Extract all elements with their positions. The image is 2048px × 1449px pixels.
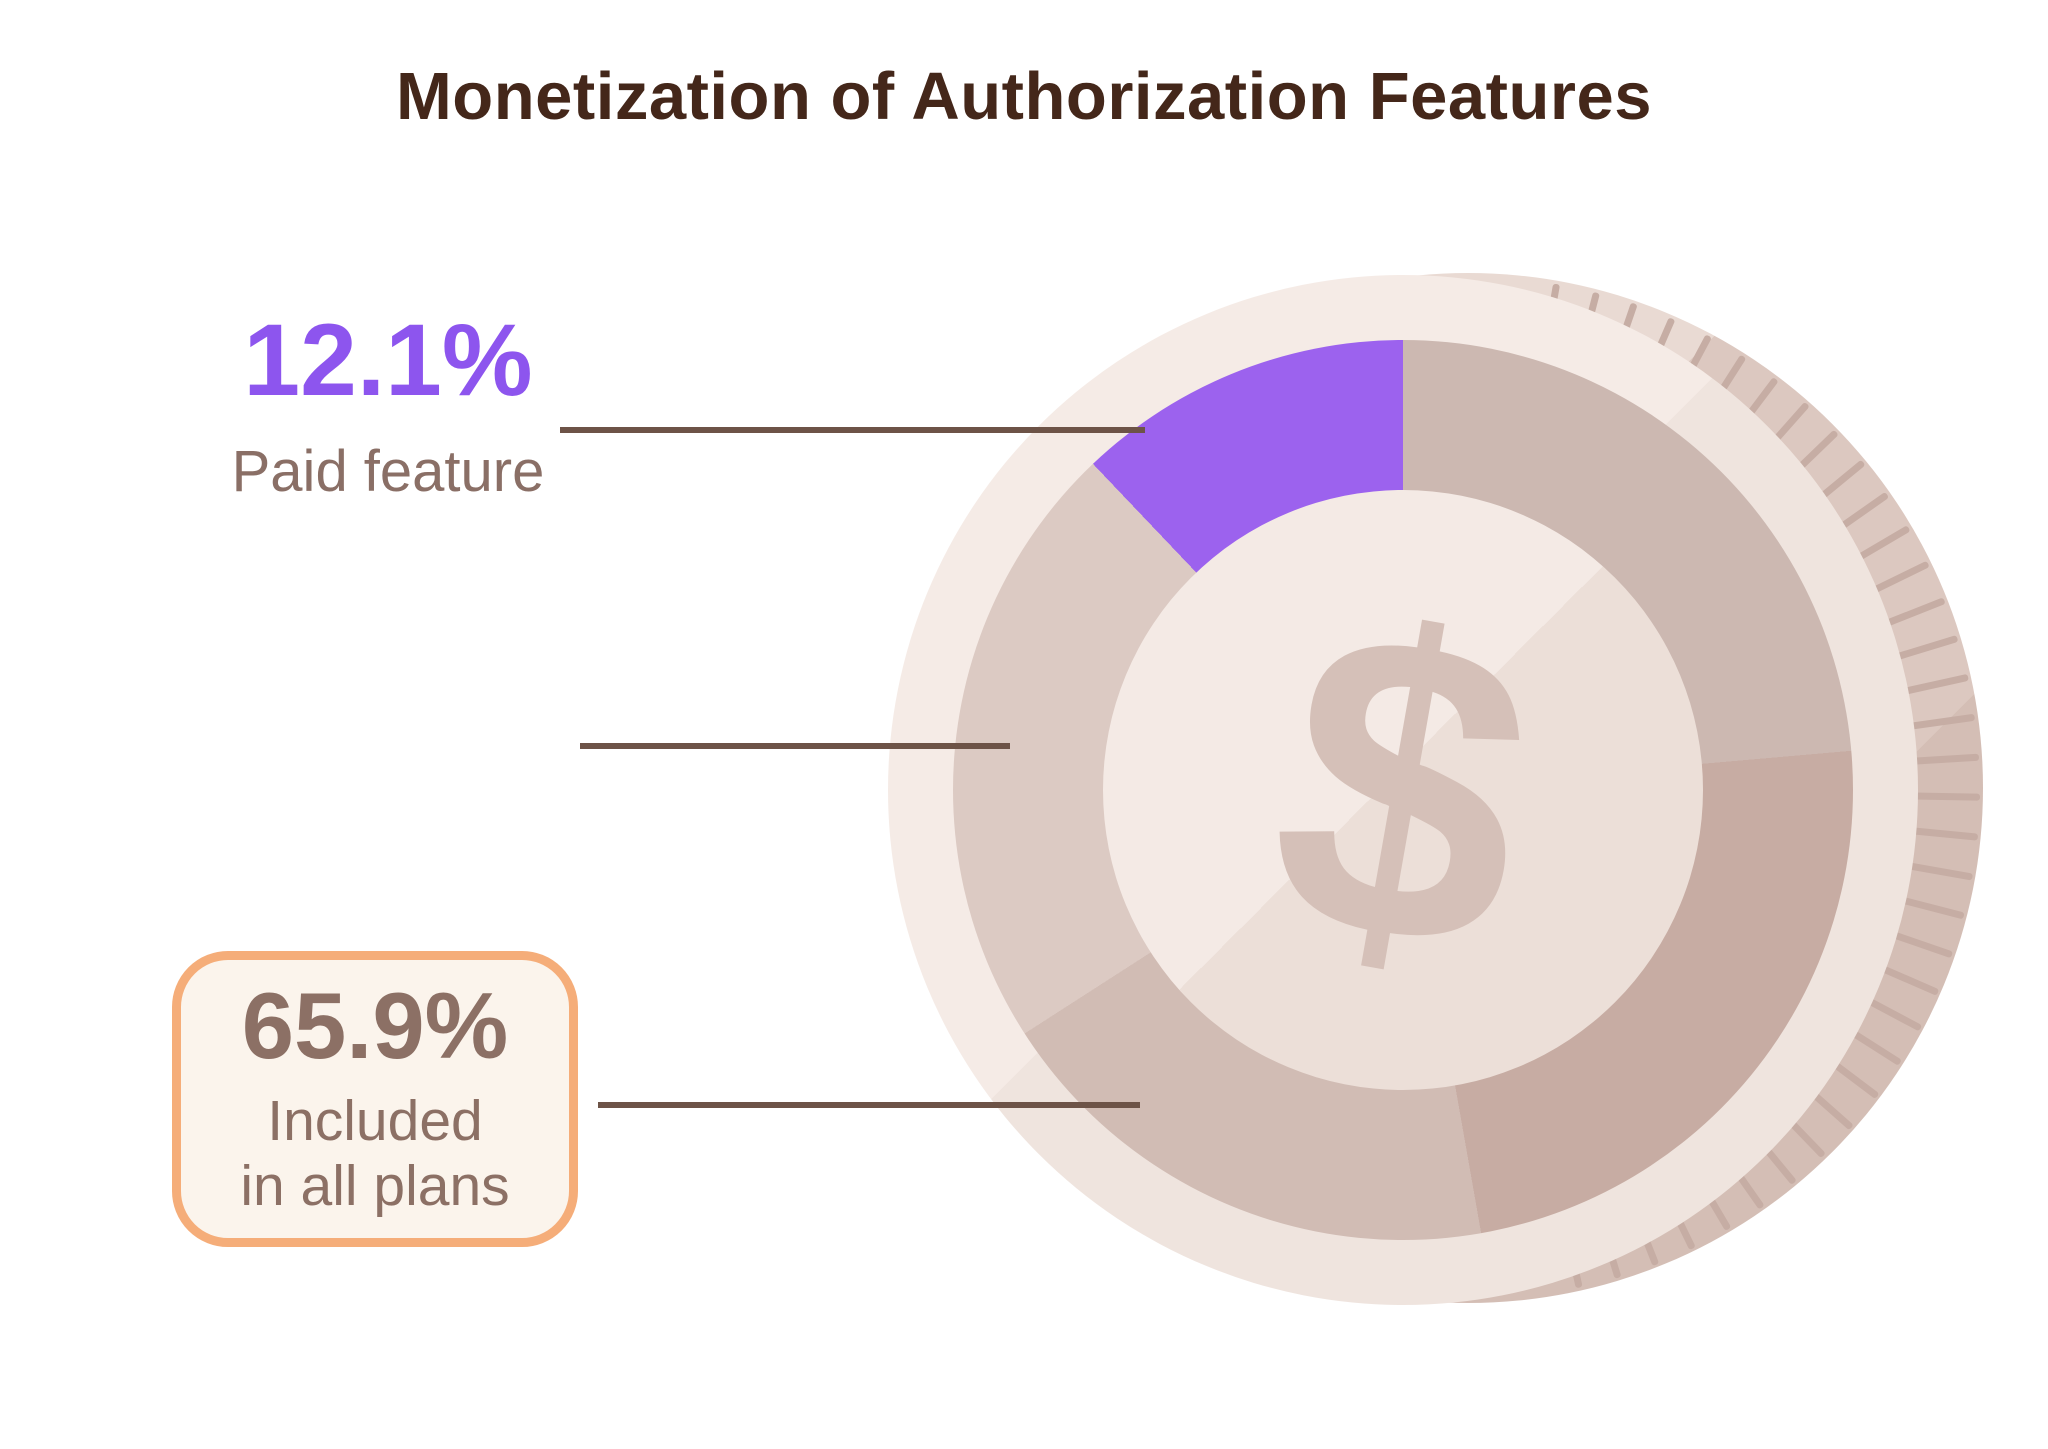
leader-line-paid [560,427,1145,433]
included-label-line2: in all plans [240,1154,510,1218]
paid-value: 12.1% [243,303,533,417]
callout-included-box: 65.9% Included in all plans [172,951,578,1247]
included-label-line1: Included [267,1089,483,1154]
leader-line-unlabeled [580,743,1010,749]
leader-line-included [598,1102,1140,1108]
callout-paid: 12.1% Paid feature [160,308,616,505]
dollar-symbol-icon: $ [1243,532,1563,1048]
included-value: 65.9% [241,973,509,1079]
coin-inner-disc: $ [1103,490,1703,1090]
included-label: Included in all plans [240,1089,509,1219]
paid-label: Paid feature [231,439,545,505]
page-title: Monetization of Authorization Features [396,59,1652,134]
